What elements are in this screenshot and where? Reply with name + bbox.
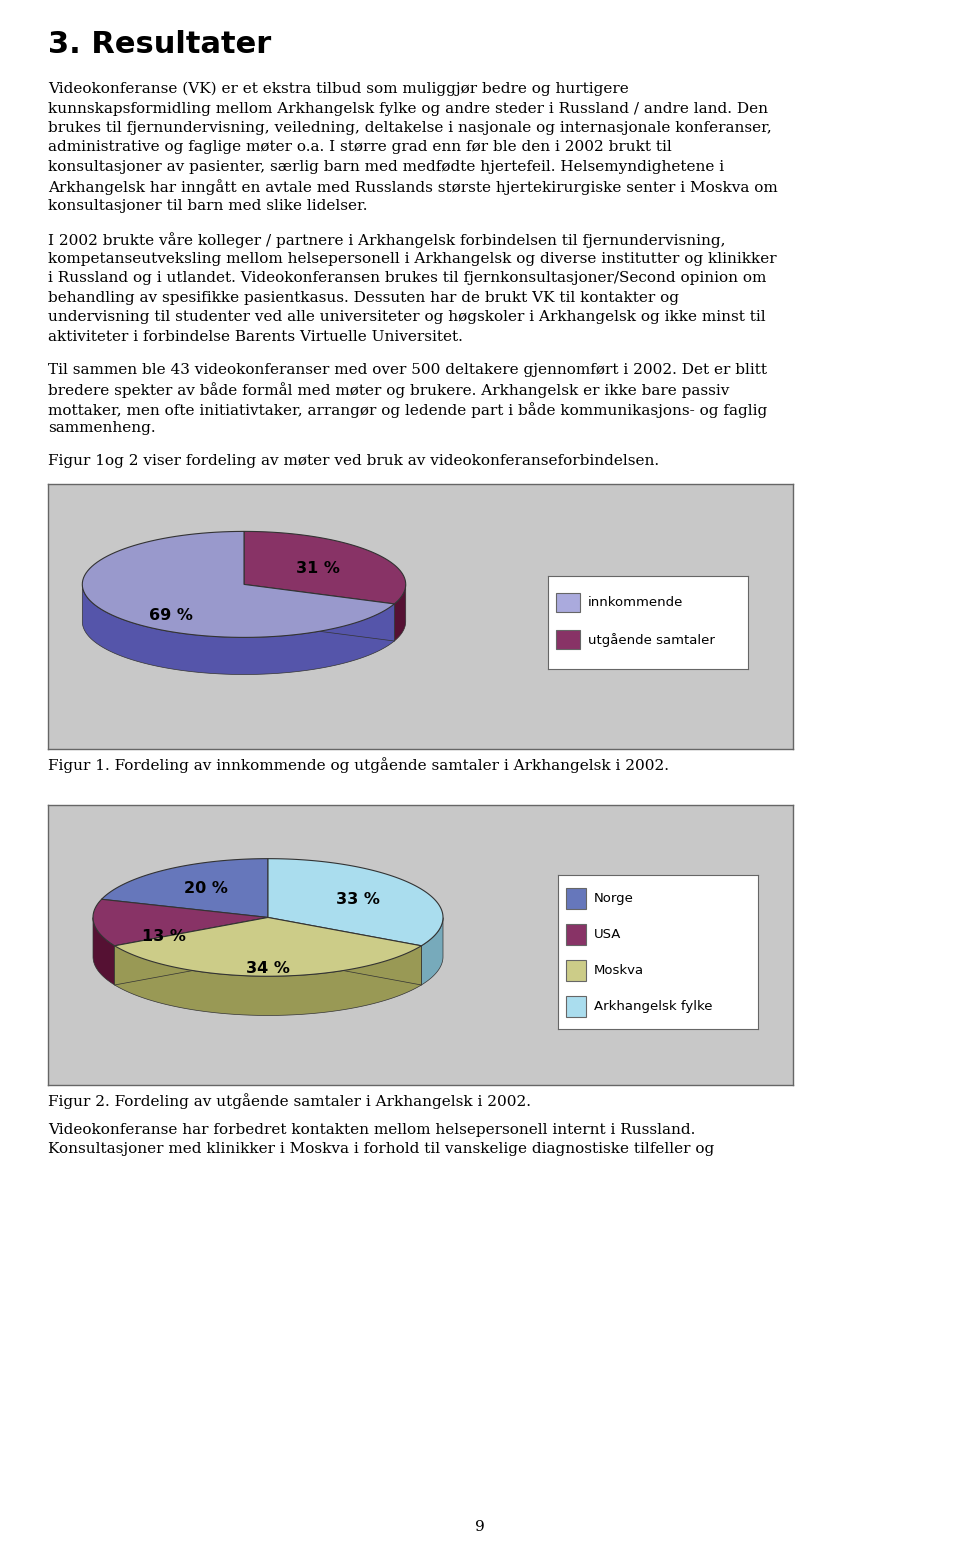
Text: 20 %: 20 %: [184, 881, 228, 896]
Text: konsultasjoner av pasienter, særlig barn med medfødte hjertefeil. Helsemyndighet: konsultasjoner av pasienter, særlig barn…: [48, 161, 724, 175]
Polygon shape: [244, 531, 406, 604]
Bar: [566, 959, 586, 981]
Text: Figur 2. Fordeling av utgående samtaler i Arkhangelsk i 2002.: Figur 2. Fordeling av utgående samtaler …: [48, 1094, 531, 1109]
Text: mottaker, men ofte initiativtaker, arrangør og ledende part i både kommunikasjon: mottaker, men ofte initiativtaker, arran…: [48, 402, 767, 417]
Polygon shape: [114, 918, 268, 986]
Polygon shape: [83, 586, 395, 675]
Text: bredere spekter av både formål med møter og brukere. Arkhangelsk er ikke bare pa: bredere spekter av både formål med møter…: [48, 382, 730, 399]
Polygon shape: [268, 859, 443, 946]
Text: 9: 9: [475, 1520, 485, 1534]
Polygon shape: [268, 918, 421, 986]
Polygon shape: [244, 584, 395, 641]
Text: Videokonferanse (VK) er et ekstra tilbud som muliggjør bedre og hurtigere: Videokonferanse (VK) er et ekstra tilbud…: [48, 82, 629, 96]
Text: Norge: Norge: [594, 891, 634, 905]
Text: konsultasjoner til barn med slike lidelser.: konsultasjoner til barn med slike lidels…: [48, 199, 368, 213]
Text: innkommende: innkommende: [588, 596, 684, 609]
Polygon shape: [114, 918, 268, 986]
Text: Arkhangelsk fylke: Arkhangelsk fylke: [594, 1000, 712, 1014]
Bar: [556, 593, 580, 612]
Text: undervisning til studenter ved alle universiteter og høgskoler i Arkhangelsk og : undervisning til studenter ved alle univ…: [48, 311, 766, 324]
Text: utgående samtaler: utgående samtaler: [588, 632, 715, 646]
Text: i Russland og i utlandet. Videokonferansen brukes til fjernkonsultasjoner/Second: i Russland og i utlandet. Videokonferans…: [48, 272, 766, 286]
Text: Arkhangelsk har inngått en avtale med Russlands største hjertekirurgiske senter : Arkhangelsk har inngått en avtale med Ru…: [48, 179, 778, 195]
Polygon shape: [93, 899, 268, 946]
Text: I 2002 brukte våre kolleger / partnere i Arkhangelsk forbindelsen til fjernunder: I 2002 brukte våre kolleger / partnere i…: [48, 232, 726, 249]
Text: brukes til fjernundervisning, veiledning, deltakelse i nasjonale og internasjona: brukes til fjernundervisning, veiledning…: [48, 121, 772, 134]
Text: Moskva: Moskva: [594, 964, 644, 976]
Polygon shape: [102, 859, 268, 918]
Polygon shape: [268, 918, 421, 986]
Bar: [566, 888, 586, 910]
Text: Figur 1og 2 viser fordeling av møter ved bruk av videokonferanseforbindelsen.: Figur 1og 2 viser fordeling av møter ved…: [48, 454, 660, 468]
Text: kompetanseutveksling mellom helsepersonell i Arkhangelsk og diverse institutter : kompetanseutveksling mellom helsepersone…: [48, 252, 777, 266]
Text: Til sammen ble 43 videokonferanser med over 500 deltakere gjennomført i 2002. De: Til sammen ble 43 videokonferanser med o…: [48, 363, 767, 377]
Text: 31 %: 31 %: [296, 561, 340, 576]
Polygon shape: [421, 918, 443, 986]
Bar: [566, 924, 586, 946]
Text: 33 %: 33 %: [336, 891, 380, 907]
Text: behandling av spesifikke pasientkasus. Dessuten har de brukt VK til kontakter og: behandling av spesifikke pasientkasus. D…: [48, 290, 679, 304]
Text: USA: USA: [594, 929, 621, 941]
Text: sammenheng.: sammenheng.: [48, 422, 156, 436]
Text: 69 %: 69 %: [149, 609, 192, 623]
Bar: [556, 630, 580, 649]
Text: aktiviteter i forbindelse Barents Virtuelle Universitet.: aktiviteter i forbindelse Barents Virtue…: [48, 329, 463, 343]
Text: kunnskapsformidling mellom Arkhangelsk fylke og andre steder i Russland / andre : kunnskapsformidling mellom Arkhangelsk f…: [48, 102, 768, 116]
Polygon shape: [93, 918, 114, 986]
Polygon shape: [114, 946, 421, 1015]
Text: administrative og faglige møter o.a. I større grad enn før ble den i 2002 brukt : administrative og faglige møter o.a. I s…: [48, 141, 672, 154]
Polygon shape: [83, 531, 395, 638]
Polygon shape: [114, 918, 421, 976]
Bar: [566, 995, 586, 1017]
Text: Videokonferanse har forbedret kontakten mellom helsepersonell internt i Russland: Videokonferanse har forbedret kontakten …: [48, 1123, 695, 1137]
Text: Konsultasjoner med klinikker i Moskva i forhold til vanskelige diagnostiske tilf: Konsultasjoner med klinikker i Moskva i …: [48, 1142, 714, 1156]
Text: 3. Resultater: 3. Resultater: [48, 29, 272, 59]
Polygon shape: [244, 584, 395, 641]
Text: Figur 1. Fordeling av innkommende og utgående samtaler i Arkhangelsk i 2002.: Figur 1. Fordeling av innkommende og utg…: [48, 757, 669, 772]
Polygon shape: [395, 584, 406, 641]
Text: 13 %: 13 %: [141, 929, 185, 944]
Text: 34 %: 34 %: [246, 961, 290, 976]
